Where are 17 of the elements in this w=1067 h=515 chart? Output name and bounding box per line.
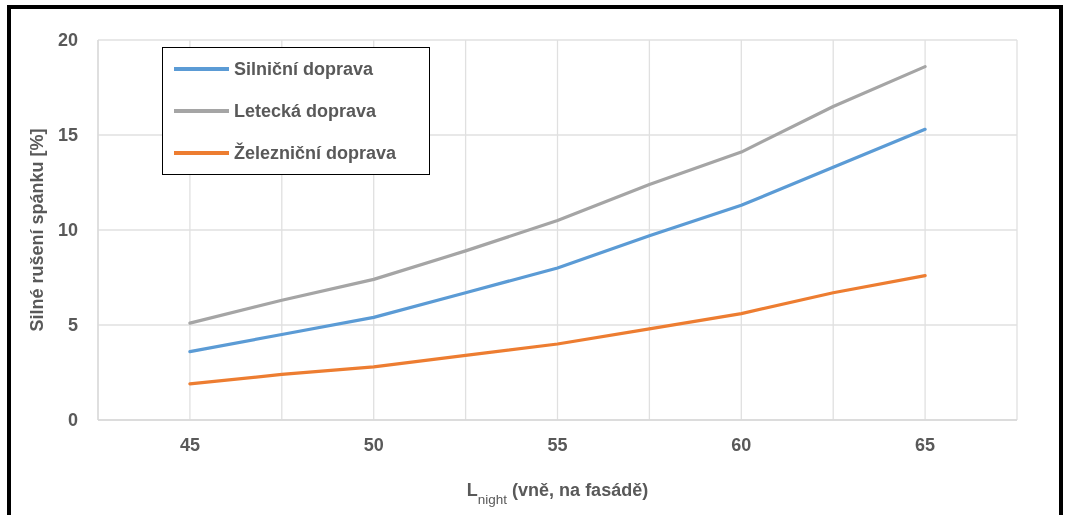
- legend-label: Letecká doprava: [234, 100, 377, 122]
- legend-label: Silniční doprava: [234, 58, 374, 80]
- x-tick-label: 65: [915, 434, 936, 455]
- x-tick-label: 60: [731, 434, 752, 455]
- y-tick-label: 5: [67, 315, 78, 336]
- y-tick-label: 10: [57, 220, 78, 241]
- x-tick-label: 55: [547, 434, 568, 455]
- line-series: [188, 274, 927, 386]
- y-tick-label: 0: [67, 410, 78, 431]
- x-tick-label: 45: [179, 434, 200, 455]
- legend-label: Železniční doprava: [234, 142, 397, 164]
- x-axis-title: L$_{night}$ (vně, na fasádě): [466, 480, 649, 507]
- x-tick-label: 50: [363, 434, 384, 455]
- y-tick-label: 15: [57, 125, 78, 146]
- y-axis-title: Silné rušení spánku [%]: [27, 128, 47, 332]
- y-tick-label: 20: [57, 30, 78, 51]
- line-series: [188, 127, 927, 354]
